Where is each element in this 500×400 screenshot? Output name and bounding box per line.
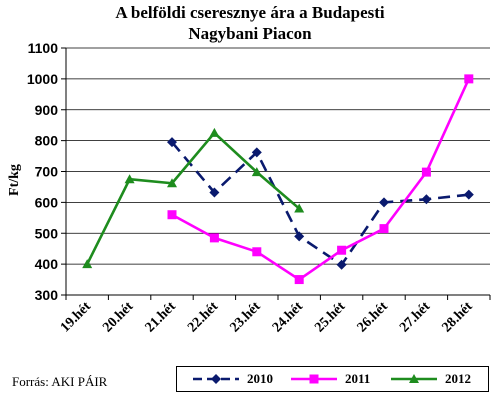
legend-swatch-2012 [391,374,437,383]
xtick-label-9: 28.hét [439,299,475,335]
xtick-label-0: 19.hét [58,299,94,335]
ytick-label-1100: 1100 [28,40,59,56]
point-2012-19.hét [82,259,93,269]
legend-label-2012: 2012 [445,371,471,386]
point-2011-27.hét [421,167,431,177]
point-2010-27.hét [421,194,432,205]
legend-item-2012: 2012 [389,369,485,389]
ytick-label-700: 700 [35,164,59,180]
point-2011-28.hét [464,74,474,84]
legend-item-2011: 2011 [289,369,385,389]
ytick-label-300: 300 [35,287,59,303]
point-2010-28.hét [463,189,474,200]
legend-item-2010: 2010 [191,369,287,389]
series-line-2011 [171,78,470,281]
ytick-label-500: 500 [35,225,59,241]
y-axis-label: Ft/kg [7,164,22,196]
chart-title-line-2: Nagybani Piacon [188,24,312,43]
xtick-label-7: 26.hét [355,299,391,335]
series-line-2012 [86,131,301,265]
ytick-label-900: 900 [35,102,59,118]
point-2010-23.hét [251,147,262,158]
point-2011-21.hét [167,210,177,220]
point-2011-24.hét [294,275,304,285]
point-2012-22.hét [209,127,220,137]
xtick-label-1: 20.hét [100,299,136,335]
ytick-label-1000: 1000 [27,71,58,87]
ytick-label-600: 600 [35,194,59,210]
legend-label-2010: 2010 [247,371,273,386]
point-2010-24.hét [294,231,305,242]
xtick-label-4: 23.hét [227,299,263,335]
point-2012-24.hét [294,203,305,213]
point-2010-25.hét [336,259,347,270]
legend-marker-2012 [409,374,419,383]
xtick-label-8: 27.hét [397,299,433,335]
chart-title: A belföldi cseresznye ára a Budapesti Na… [40,2,460,44]
point-2010-26.hét [379,197,389,208]
legend-marker-2010 [211,374,221,384]
ytick-label-400: 400 [35,256,59,272]
point-2011-25.hét [337,245,347,255]
point-2012-23.hét [251,167,262,177]
point-2010-22.hét [209,187,220,198]
ytick-label-800: 800 [35,133,59,149]
legend: 2010 2011 2012 [176,366,489,392]
source-note: Forrás: AKI PÁIR [12,374,108,389]
point-2011-23.hét [252,247,262,257]
legend-label-2011: 2011 [345,371,371,386]
point-2011-22.hét [209,233,219,243]
chart-title-line-1: A belföldi cseresznye ára a Budapesti [115,3,385,22]
legend-swatch-2011 [291,374,337,384]
point-2012-21.hét [167,178,177,188]
legend-marker-2011 [309,374,319,384]
xtick-label-3: 22.hét [185,299,221,335]
point-2012-20.hét [124,174,135,184]
point-2010-21.hét [167,137,177,148]
xtick-label-6: 25.hét [312,299,348,335]
point-2011-26.hét [379,224,389,234]
xtick-label-2: 21.hét [143,299,179,335]
legend-swatch-2010 [193,374,239,384]
series-line-2010 [171,141,469,267]
xtick-label-5: 24.hét [270,299,306,335]
